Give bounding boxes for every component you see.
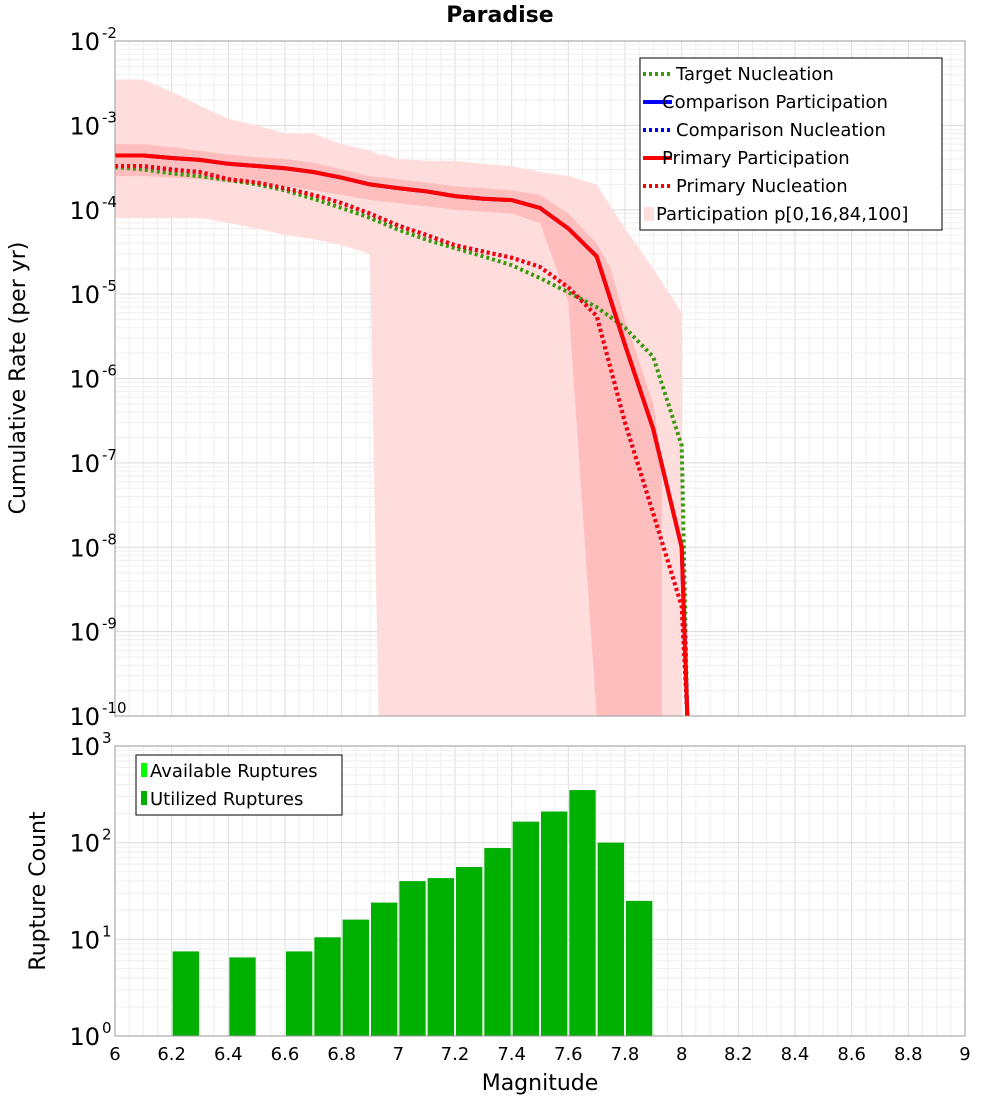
y-tick-exponent: -7: [102, 446, 117, 464]
x-tick-label: 8.6: [837, 1044, 866, 1065]
x-tick-label: 9: [959, 1044, 970, 1065]
legend-box: [135, 754, 343, 816]
x-tick-label: 6.8: [327, 1044, 356, 1065]
legend-label: Comparison Participation: [662, 92, 888, 113]
bar-utilized: [371, 902, 398, 1036]
bar-utilized: [484, 848, 511, 1036]
y-tick-exponent: -3: [102, 108, 117, 126]
bar-utilized: [427, 878, 454, 1036]
band-p0-p100: [115, 79, 682, 717]
bar-utilized: [626, 900, 653, 1036]
bar-utilized: [314, 937, 341, 1036]
chart-title: Paradise: [446, 3, 553, 28]
legend-label: Primary Nucleation: [676, 176, 848, 197]
series-line-primary-nucleation: [115, 164, 690, 717]
bar-utilized: [172, 951, 199, 1036]
top-plot-frame: [114, 40, 966, 717]
bottom-legend: Available Ruptures Utilized Ruptures: [135, 754, 343, 816]
y-tick-label: 10: [69, 366, 100, 394]
x-tick-label: 6: [109, 1044, 120, 1065]
top-y-axis-label: Cumulative Rate (per yr): [6, 242, 31, 515]
top-bands: [115, 79, 682, 717]
y-tick-exponent: -4: [102, 193, 117, 211]
y-tick-exponent: -9: [102, 615, 117, 633]
y-tick-exponent: 3: [102, 729, 112, 747]
x-tick-label: 6.2: [157, 1044, 186, 1065]
legend-swatch: [141, 763, 147, 777]
series-line-primary-participation: [115, 153, 690, 717]
y-tick-label: 10: [69, 28, 100, 56]
legend-box: [639, 57, 943, 231]
y-tick-exponent: -10: [102, 699, 127, 717]
y-tick-label: 10: [69, 733, 100, 761]
bottom-grid: [114, 745, 966, 1037]
bottom-plot-frame: [114, 745, 966, 1037]
x-tick-label: 8: [676, 1044, 687, 1065]
legend-label: Primary Participation: [662, 148, 850, 169]
x-tick-label: 8.8: [894, 1044, 923, 1065]
y-tick-exponent: 2: [102, 826, 112, 844]
y-tick-exponent: -2: [102, 24, 117, 42]
y-tick-label: 10: [69, 450, 100, 478]
legend-label: Utilized Ruptures: [150, 789, 303, 810]
y-tick-exponent: 0: [102, 1019, 112, 1037]
y-tick-label: 10: [69, 830, 100, 858]
y-tick-label: 10: [69, 534, 100, 562]
bar-utilized: [286, 951, 313, 1036]
bottom-x-axis-label: Magnitude: [482, 1071, 599, 1096]
y-tick-label: 10: [69, 112, 100, 140]
y-tick-label: 10: [69, 281, 100, 309]
legend-label: Comparison Nucleation: [676, 120, 886, 141]
x-tick-label: 6.4: [214, 1044, 243, 1065]
y-tick-exponent: -5: [102, 277, 117, 295]
series-line-target-nucleation: [114, 165, 690, 717]
bottom-bars: [172, 790, 653, 1036]
x-tick-label: 6.6: [271, 1044, 300, 1065]
band-p16-p84: [115, 144, 662, 716]
y-tick-label: 10: [69, 703, 100, 731]
legend-swatch: [644, 207, 654, 221]
legend-label: Available Ruptures: [150, 761, 318, 782]
top-lines: [114, 153, 690, 717]
x-tick-label: 7.2: [441, 1044, 470, 1065]
y-tick-label: 10: [69, 1023, 100, 1051]
bar-utilized: [399, 881, 426, 1036]
bar-utilized: [456, 867, 483, 1036]
y-tick-exponent: -6: [102, 362, 117, 380]
x-tick-label: 7: [393, 1044, 404, 1065]
x-tick-label: 8.4: [781, 1044, 810, 1065]
top-legend: Target Nucleation Comparison Participatio…: [639, 57, 943, 231]
y-tick-label: 10: [69, 197, 100, 225]
y-tick-label: 10: [69, 926, 100, 954]
legend-swatch: [141, 791, 147, 805]
x-tick-label: 7.8: [611, 1044, 640, 1065]
bar-utilized: [342, 919, 369, 1036]
x-tick-label: 7.6: [554, 1044, 583, 1065]
y-tick-exponent: 1: [102, 922, 112, 940]
x-tick-label: 8.2: [724, 1044, 753, 1065]
bottom-y-axis-label: Rupture Count: [26, 811, 51, 971]
bar-utilized: [541, 811, 568, 1036]
bar-utilized: [229, 957, 256, 1036]
bottom-x-ticks: 6 6.2 6.4 6.6 6.8 7 7.2 7.4 7.6 7.8 8 8.2 8.4 8.6 8.8 9: [109, 1044, 970, 1065]
y-tick-exponent: -8: [102, 530, 117, 548]
legend-label: Target Nucleation: [675, 64, 834, 85]
y-tick-label: 10: [69, 619, 100, 647]
bar-utilized: [569, 790, 596, 1036]
legend-label: Participation p[0,16,84,100]: [656, 204, 908, 225]
bar-utilized: [512, 821, 539, 1036]
x-tick-label: 7.4: [497, 1044, 526, 1065]
bar-utilized: [597, 842, 624, 1036]
